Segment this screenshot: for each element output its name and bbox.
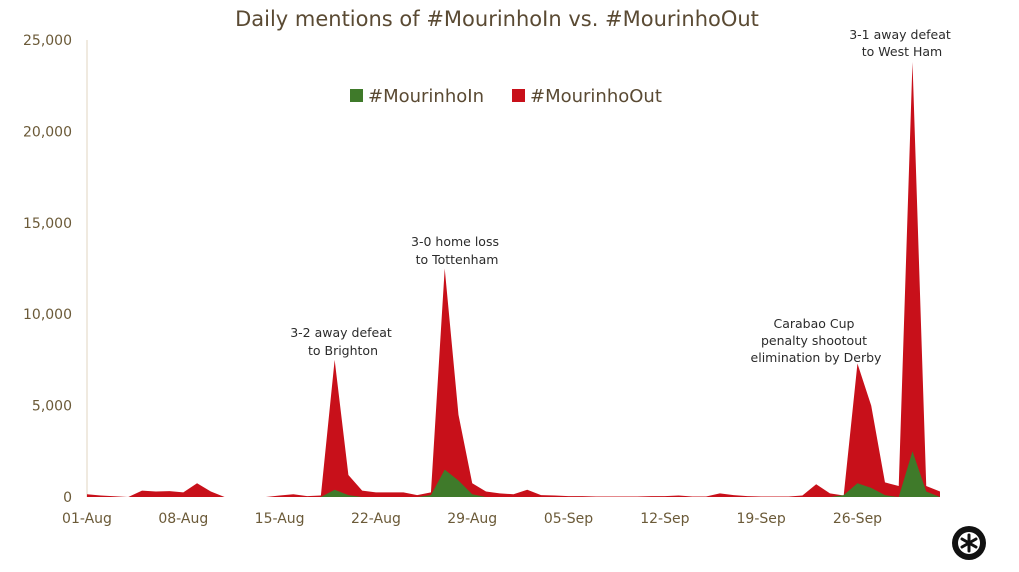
x-tick-label: 01-Aug [62,511,112,527]
x-tick-label: 15-Aug [255,511,305,527]
y-axis: 0 5,000 10,000 15,000 20,000 25,000 [23,33,72,506]
annotation-west-ham-line-2: to West Ham [862,44,942,59]
annotation-derby: Carabao Cup penalty shootout elimination… [751,316,882,365]
legend: #MourinhoIn #MourinhoOut [350,86,662,107]
annotation-west-ham-line-1: 3-1 away defeat [849,27,951,42]
legend-label-mourinhoin: #MourinhoIn [368,86,484,107]
y-tick-label: 25,000 [23,33,72,49]
y-tick-label: 5,000 [32,399,72,415]
legend-swatch-mourinhoout [512,89,525,102]
legend-label-mourinhoout: #MourinhoOut [530,86,662,107]
y-tick-label: 0 [63,490,72,506]
x-tick-label: 26-Sep [833,511,882,527]
annotation-brighton-line-1: 3-2 away defeat [290,325,392,340]
y-tick-label: 15,000 [23,216,72,232]
annotation-derby-line-3: elimination by Derby [751,350,882,365]
x-tick-label: 19-Sep [737,511,786,527]
annotation-tottenham: 3-0 home loss to Tottenham [411,234,503,267]
annotation-brighton-line-2: to Brighton [308,343,378,358]
annotation-derby-line-1: Carabao Cup [774,316,855,331]
chart-title: Daily mentions of #MourinhoIn vs. #Mouri… [235,7,759,31]
asterisk-logo-icon [952,526,986,560]
x-tick-label: 22-Aug [351,511,401,527]
y-tick-label: 20,000 [23,124,72,140]
x-tick-label: 05-Sep [544,511,593,527]
x-axis: 01-Aug 08-Aug 15-Aug 22-Aug 29-Aug 05-Sep 12-S… [62,511,882,527]
annotation-tottenham-line-2: to Tottenham [416,252,499,267]
series-layer [87,61,940,497]
area-series-mourinhoout [87,61,940,497]
x-tick-label: 12-Sep [640,511,689,527]
annotation-west-ham: 3-1 away defeat to West Ham [849,27,955,59]
x-tick-label: 08-Aug [158,511,208,527]
y-tick-label: 10,000 [23,307,72,323]
annotation-tottenham-line-1: 3-0 home loss [411,234,499,249]
legend-swatch-mourinhoin [350,89,363,102]
annotations: 3-2 away defeat to Brighton 3-0 home los… [290,27,955,365]
annotation-brighton: 3-2 away defeat to Brighton [290,325,396,358]
annotation-derby-line-2: penalty shootout [761,333,867,348]
area-series-mourinhoin [87,451,940,497]
x-tick-label: 29-Aug [447,511,497,527]
